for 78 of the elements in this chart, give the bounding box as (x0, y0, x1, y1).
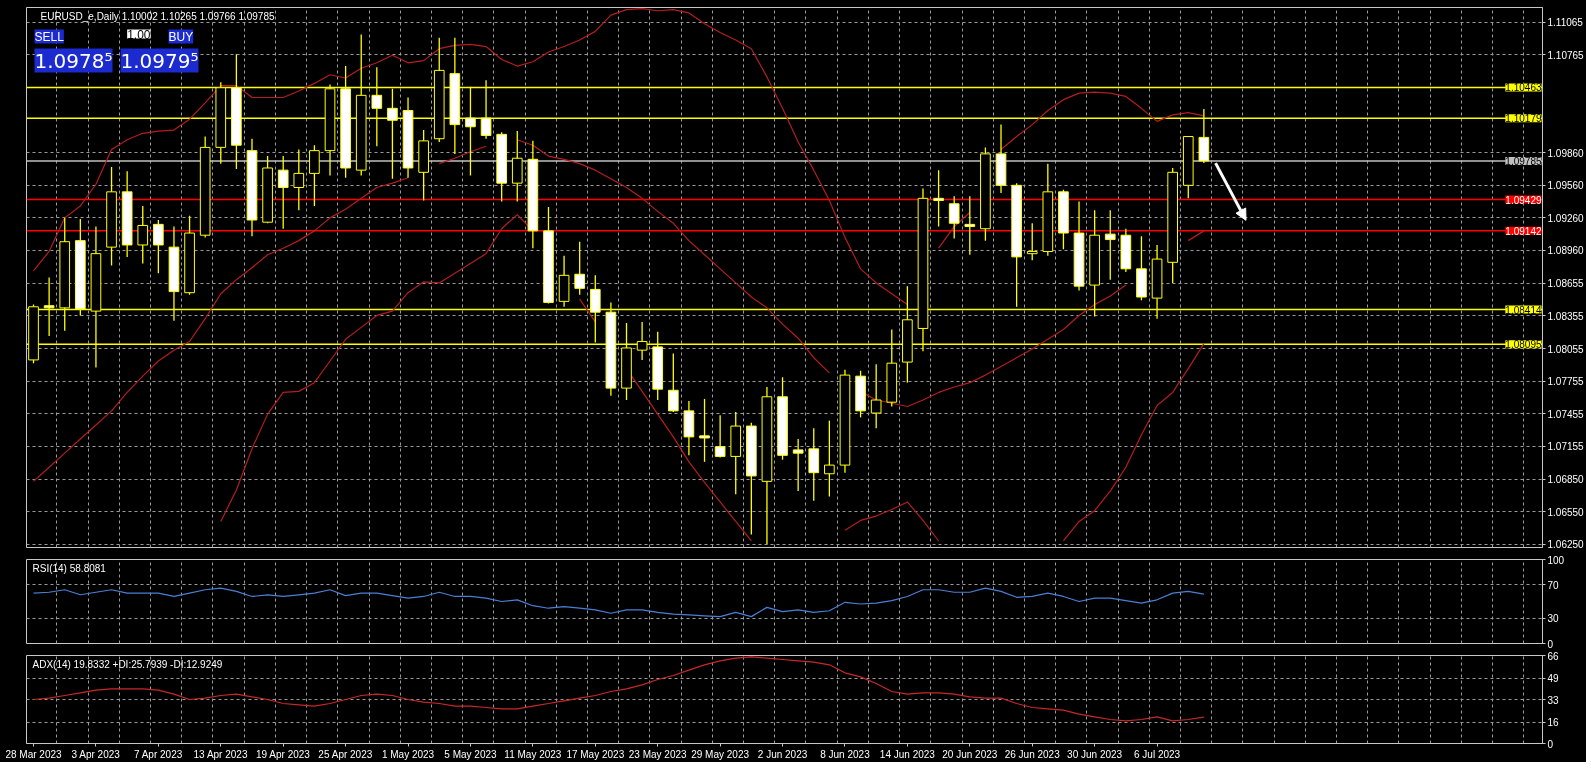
y-tick-label: 100 (1547, 554, 1565, 566)
annotation: SELL (34, 29, 65, 44)
y-tick-label: 66 (1547, 650, 1560, 662)
line-series (32, 656, 1205, 722)
candlestick (870, 363, 882, 429)
y-tick-label: 70 (1547, 579, 1560, 591)
y-tick-label: 1.09260 (1547, 212, 1585, 224)
y-tick-label: 0 (1547, 738, 1554, 750)
x-tick-label: 2 Jun 2023 (757, 748, 808, 760)
ref-line-label: 1.08095 (1505, 339, 1542, 351)
candlestick (948, 195, 960, 240)
x-tick-label: 13 Apr 2023 (193, 748, 248, 760)
ref-line-label: 1.10463 (1505, 82, 1542, 94)
x-tick-label: 14 Jun 2023 (879, 748, 936, 760)
candlestick (309, 144, 320, 207)
candlestick (667, 352, 679, 413)
x-tick-label: 29 May 2023 (691, 748, 750, 760)
candlestick (293, 148, 305, 211)
line-series (32, 587, 1205, 618)
y-tick-label: 1.06850 (1547, 474, 1585, 486)
ref-line-label: 1.09142 (1505, 225, 1542, 237)
candlestick (792, 438, 804, 492)
ref-line-label: 1.09785 (1505, 155, 1542, 167)
x-tick-label: 26 Jun 2023 (1004, 748, 1061, 760)
x-tick-label: 5 May 2023 (444, 748, 498, 760)
annotation: BUY (168, 29, 194, 44)
x-tick-label: 8 Jun 2023 (820, 748, 871, 760)
x-tick-label: 3 Apr 2023 (71, 748, 121, 760)
y-tick-label: 1.08355 (1547, 310, 1585, 322)
y-tick-label: 1.10765 (1547, 49, 1585, 61)
y-tick-label: 1.07755 (1547, 376, 1585, 388)
ref-line-label: 1.09429 (1505, 194, 1542, 206)
candlestick (1104, 209, 1116, 281)
annotation: 1.0978⁵ (34, 48, 113, 73)
y-tick-label: 1.08960 (1547, 245, 1585, 257)
x-tick-label: 19 Apr 2023 (255, 748, 311, 760)
x-tick-label: 30 Jun 2023 (1067, 748, 1123, 760)
candlestick (1026, 222, 1038, 261)
candlestick (808, 427, 820, 502)
y-tick-label: 1.11065 (1547, 17, 1584, 29)
x-tick-label: 7 Apr 2023 (133, 748, 183, 760)
y-tick-label: 1.09860 (1547, 147, 1585, 159)
x-tick-label: 17 May 2023 (566, 748, 625, 760)
candlestick (933, 169, 944, 228)
x-tick-label: 20 Jun 2023 (942, 748, 998, 760)
candlestick (277, 155, 289, 230)
y-tick-label: 1.08055 (1547, 343, 1585, 355)
y-tick-label: 0 (1547, 638, 1554, 650)
y-tick-label: 49 (1547, 673, 1560, 685)
y-tick-label: 1.06250 (1547, 539, 1585, 551)
y-tick-label: 1.07155 (1547, 441, 1585, 453)
x-tick-label: 6 Jul 2023 (1133, 748, 1181, 760)
chart-title: EURUSD_e,Daily 1.10002 1.10265 1.09766 1.09785 (40, 10, 275, 22)
x-tick-label: 28 Mar 2023 (5, 748, 63, 760)
y-tick-label: 1.07455 (1547, 408, 1585, 420)
x-tick-label: 11 May 2023 (504, 748, 562, 760)
chart-title: ADX(14) 19.8332 +DI:25.7939 -DI:12.9249 (32, 658, 223, 670)
annotation: 1.00 (127, 27, 151, 42)
candlestick (153, 219, 164, 274)
x-tick-label: 1 May 2023 (381, 748, 435, 760)
y-tick-label: 30 (1547, 613, 1560, 625)
candlestick (574, 241, 586, 296)
candlestick (964, 195, 976, 256)
y-tick-label: 1.09560 (1547, 180, 1585, 192)
ref-line-label: 1.10179 (1505, 113, 1542, 125)
candlestick (824, 419, 835, 498)
y-tick-label: 33 (1547, 694, 1560, 706)
y-tick-label: 16 (1547, 717, 1560, 729)
candlestick (714, 414, 726, 459)
candlestick (137, 205, 149, 265)
x-tick-label: 25 Apr 2023 (318, 748, 373, 760)
y-tick-label: 1.08655 (1547, 278, 1585, 290)
candlestick (699, 398, 710, 463)
ref-line-label: 1.08414 (1505, 304, 1542, 316)
x-tick-label: 23 May 2023 (628, 748, 688, 760)
chart-title: RSI(14) 58.8081 (32, 562, 107, 574)
annotation: 1.0979⁵ (120, 48, 199, 73)
y-tick-label: 1.06550 (1547, 506, 1585, 518)
